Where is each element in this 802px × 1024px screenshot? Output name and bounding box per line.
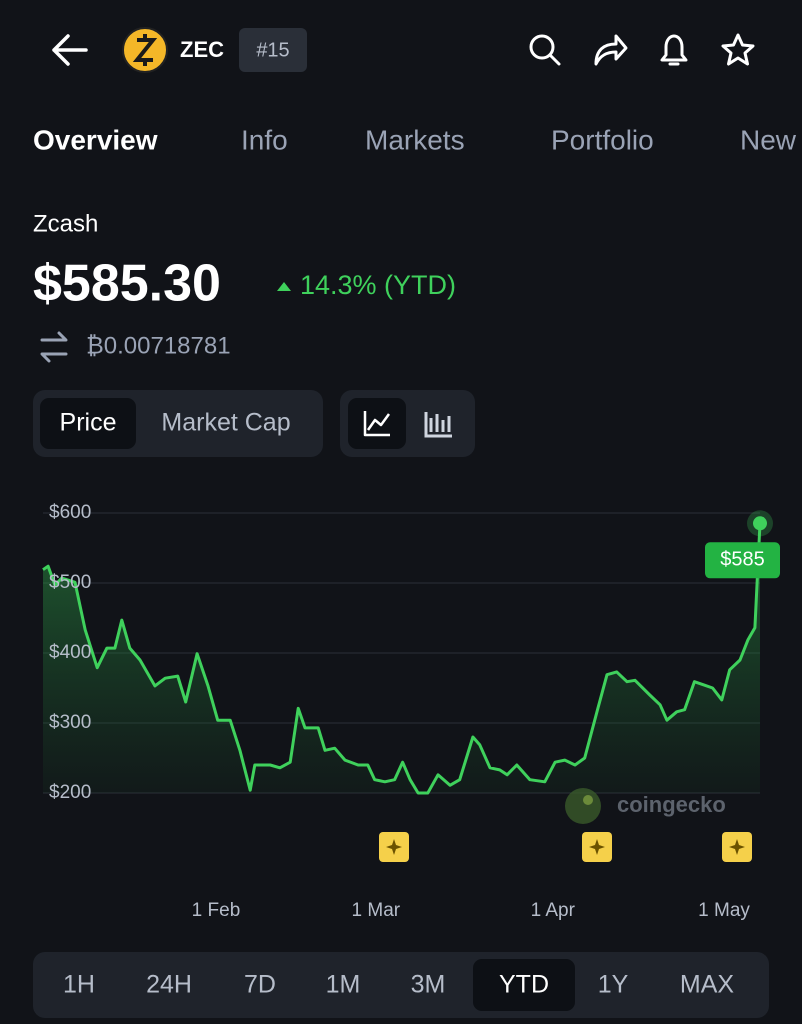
- coin-name: Zcash: [33, 210, 98, 237]
- x-tick-label: 1 Apr: [531, 900, 576, 921]
- event-markers: [379, 832, 752, 862]
- range-button[interactable]: MAX: [680, 971, 735, 999]
- range-button[interactable]: 7D: [244, 971, 276, 999]
- range-button[interactable]: 3M: [411, 971, 446, 999]
- mode-button[interactable]: Market Cap: [161, 409, 290, 437]
- favorite-button[interactable]: [721, 33, 755, 66]
- share-button[interactable]: [594, 34, 628, 66]
- mode-selected: [40, 398, 136, 449]
- price: $585.30: [33, 255, 221, 313]
- rank-badge: [239, 28, 307, 72]
- change-arrow: [277, 282, 291, 291]
- price-line: [42, 523, 762, 795]
- mode-button[interactable]: Price: [60, 409, 117, 437]
- x-tick-label: 1 May: [698, 900, 750, 921]
- range-bar: [33, 952, 769, 1018]
- range-button[interactable]: 1Y: [598, 971, 629, 999]
- coin-symbol: ZEC: [180, 37, 224, 62]
- tab[interactable]: Info: [241, 124, 288, 155]
- y-tick-label: $500: [49, 572, 91, 593]
- watermark: [565, 788, 601, 824]
- line-style-button[interactable]: [363, 411, 391, 437]
- y-tick-label: $400: [49, 642, 91, 663]
- alert-button[interactable]: [660, 34, 688, 66]
- rank: #15: [256, 39, 289, 61]
- x-tick-label: 1 Feb: [192, 900, 241, 921]
- price-label: $585: [720, 549, 765, 571]
- y-tick-label: $600: [49, 502, 91, 523]
- price-area: [43, 523, 760, 793]
- x-tick-label: 1 Mar: [352, 900, 401, 921]
- candle-style-button[interactable]: [424, 412, 452, 438]
- line-style-selected: [348, 398, 406, 449]
- tab[interactable]: Overview: [33, 124, 158, 155]
- back-button[interactable]: [52, 34, 88, 66]
- range-button[interactable]: YTD: [499, 971, 549, 999]
- price-label-bg: [705, 542, 780, 579]
- price-change: 14.3% (YTD): [300, 270, 456, 300]
- tab[interactable]: Portfolio: [551, 124, 654, 155]
- tab[interactable]: New: [740, 124, 797, 155]
- y-tick-label: $200: [49, 782, 91, 803]
- swap-icon: [40, 331, 68, 363]
- watermark-text: coingecko: [617, 792, 726, 817]
- y-tick-label: $300: [49, 712, 91, 733]
- range-button[interactable]: 24H: [146, 971, 192, 999]
- coin-icon-glyph: [132, 34, 158, 66]
- btc-price: ₿0.00718781: [86, 332, 231, 359]
- range-button[interactable]: 1M: [326, 971, 361, 999]
- last-point: [753, 516, 767, 531]
- range-button[interactable]: 1H: [63, 971, 95, 999]
- range-selected: [473, 959, 575, 1011]
- search-button[interactable]: [529, 34, 561, 66]
- tab[interactable]: Markets: [365, 124, 465, 155]
